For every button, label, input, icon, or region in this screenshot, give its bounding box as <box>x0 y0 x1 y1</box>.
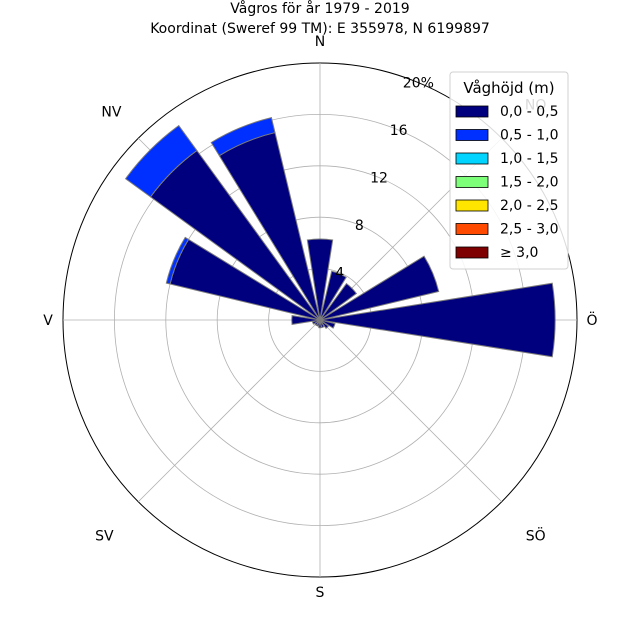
radial-tick-label-0: 4 <box>335 266 344 282</box>
legend-title: Våghöjd (m) <box>463 79 554 97</box>
direction-label-4: S <box>316 585 325 601</box>
bar-sector-13-bin-1 <box>165 236 190 285</box>
bar-sector-3-bin-0 <box>319 255 440 321</box>
bar-sector-4-bin-0 <box>319 282 556 358</box>
direction-label-5: SV <box>95 529 114 545</box>
bar-sector-2-bin-0 <box>319 282 358 321</box>
legend: Våghöjd (m) 0,0 - 0,5 0,5 - 1,0 1,0 - 1,5 1,… <box>449 71 569 270</box>
direction-label-0: N <box>315 34 325 50</box>
legend-swatch-1 <box>455 129 489 141</box>
bar-sector-7-bin-0 <box>319 319 325 329</box>
legend-swatch-2 <box>455 152 489 165</box>
bar-sector-14-bin-1 <box>124 124 198 198</box>
bar-sector-5-bin-0 <box>319 319 336 329</box>
legend-swatch-0 <box>455 105 489 118</box>
radial-tick-label-1: 8 <box>355 218 364 234</box>
legend-label-1: 0,5 - 1,0 <box>500 128 558 144</box>
bar-sector-0-bin-0 <box>306 238 334 321</box>
sector-bars <box>124 116 556 358</box>
grid-spoke-5 <box>137 319 321 503</box>
direction-label-6: V <box>43 313 53 329</box>
bar-sector-11-bin-0 <box>311 319 321 325</box>
legend-swatch-6 <box>455 246 489 259</box>
bar-sector-15-bin-1 <box>210 116 276 157</box>
legend-label-2: 1,0 - 1,5 <box>500 151 558 167</box>
grid-spoke-3 <box>319 319 503 503</box>
legend-box <box>449 71 569 270</box>
bar-sector-6-bin-0 <box>319 319 330 330</box>
radial-tick-label-2: 12 <box>370 171 388 187</box>
legend-label-3: 1,5 - 2,0 <box>500 175 558 191</box>
bar-sector-1-bin-0 <box>319 270 347 321</box>
bar-sector-8-bin-0 <box>318 319 322 329</box>
direction-label-2: Ö <box>586 311 597 329</box>
bar-sector-12-bin-0 <box>291 315 321 325</box>
chart-title: Vågros för år 1979 - 2019 <box>230 0 409 17</box>
legend-swatch-3 <box>455 176 489 188</box>
legend-label-0: 0,0 - 0,5 <box>500 104 558 120</box>
direction-label-7: NV <box>101 104 121 120</box>
direction-label-3: SÖ <box>526 527 546 545</box>
legend-label-6: ≥ 3,0 <box>500 245 538 261</box>
legend-label-4: 2,0 - 2,5 <box>500 198 558 214</box>
radial-tick-label-4: 20% <box>403 76 434 92</box>
legend-swatch-4 <box>455 199 489 212</box>
chart-subtitle: Koordinat (Sweref 99 TM): E 355978, N 61… <box>150 21 490 37</box>
radial-tick-label-3: 16 <box>390 123 408 139</box>
legend-swatch-5 <box>455 223 489 235</box>
legend-label-5: 2,5 - 3,0 <box>500 222 558 238</box>
